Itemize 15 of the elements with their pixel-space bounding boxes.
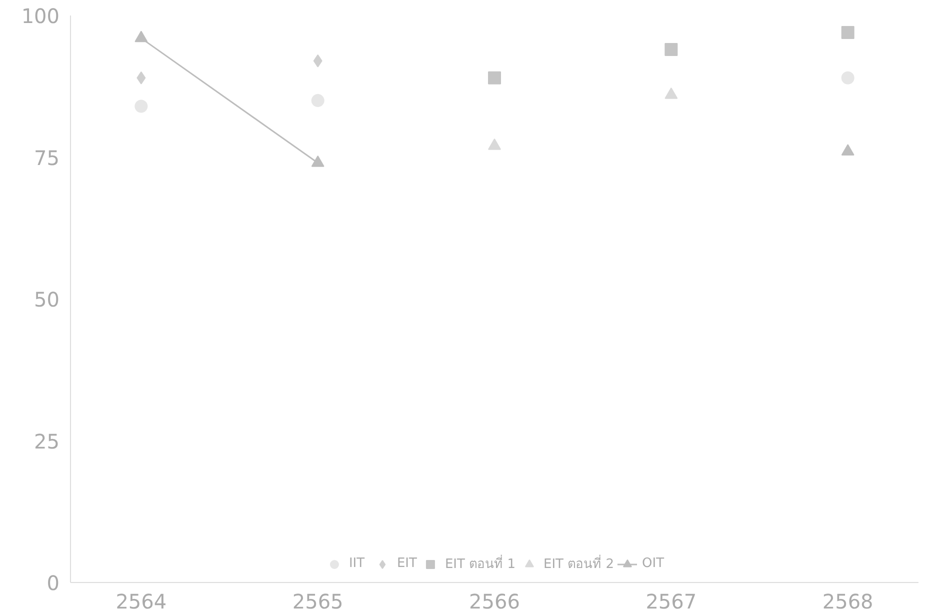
y-tick-label: 25 bbox=[34, 429, 60, 454]
y-tick-label: 75 bbox=[34, 146, 60, 170]
legend-label: IIT bbox=[348, 556, 366, 571]
legend-label: EIT ตอนที่ 1 bbox=[444, 554, 516, 574]
x-tick-label: 2568 bbox=[822, 590, 874, 611]
legend-label: EIT ตอนที่ 2 bbox=[543, 554, 614, 574]
y-tick-label: 100 bbox=[21, 4, 60, 28]
y-tick-label: 50 bbox=[34, 288, 60, 312]
x-tick-label: 2564 bbox=[116, 590, 167, 611]
y-tick-label: 0 bbox=[46, 571, 60, 595]
x-tick-label: 2566 bbox=[469, 590, 520, 611]
x-tick-label: 2567 bbox=[646, 590, 697, 611]
legend-label: EIT bbox=[396, 556, 417, 571]
x-tick-label: 2565 bbox=[292, 590, 344, 611]
legend-label: OIT bbox=[642, 556, 664, 571]
